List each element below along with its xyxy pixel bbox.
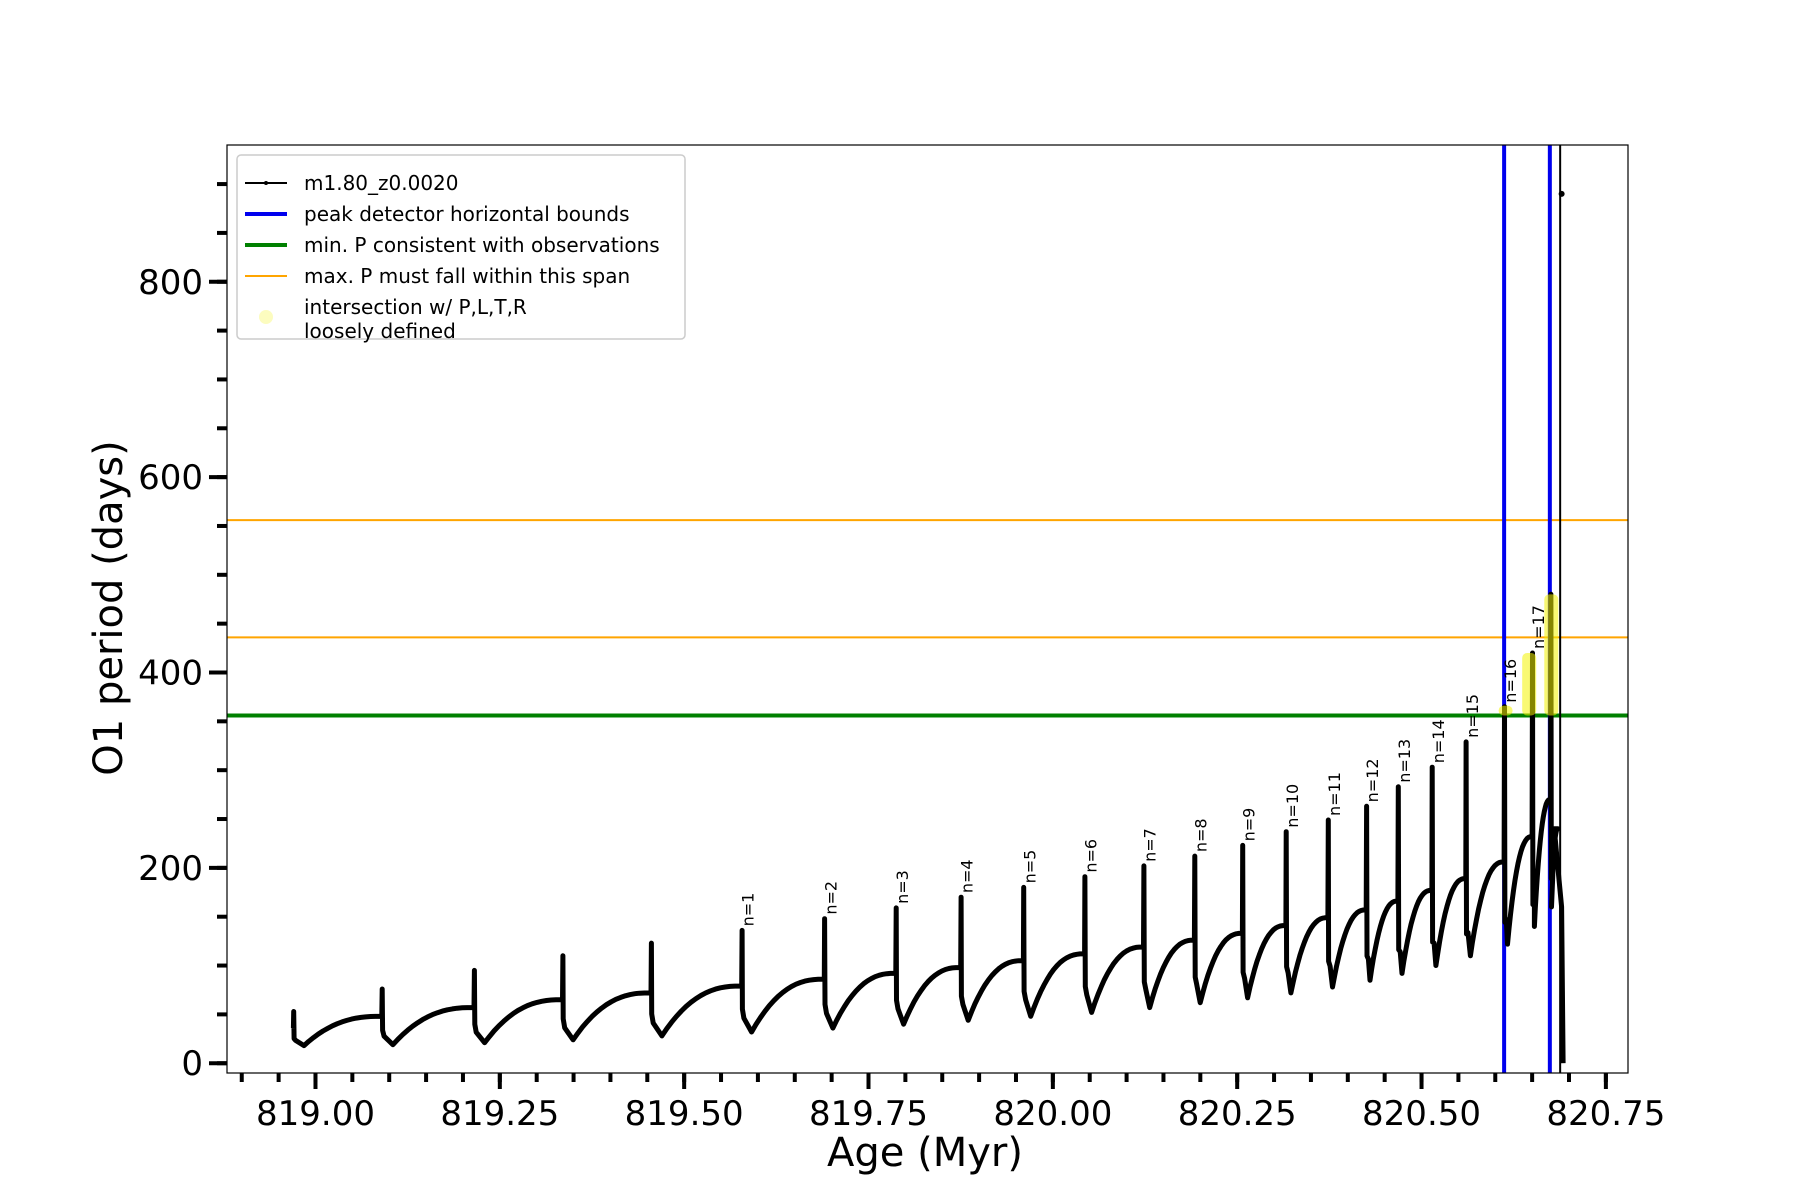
series-final-point (1558, 190, 1565, 197)
intersection-highlight-1 (1498, 705, 1513, 716)
x-tick-label: 819.50 (625, 1094, 744, 1134)
pulse-label-22: n=17 (1529, 605, 1548, 649)
y-tick-label: 600 (138, 458, 203, 498)
x-tick-label: 820.50 (1362, 1094, 1481, 1134)
pulse-label-7: n=2 (821, 881, 840, 915)
pulse-label-8: n=3 (893, 870, 912, 904)
x-axis-label: Age (Myr) (827, 1130, 1023, 1176)
y-tick-label: 800 (138, 263, 203, 303)
pulse-label-10: n=5 (1020, 850, 1039, 884)
pulse-label-6: n=1 (739, 893, 758, 927)
series-line (290, 591, 1566, 1064)
plot-frame (226, 144, 1629, 1074)
pulse-label-12: n=7 (1141, 828, 1160, 862)
y-tick-label: 200 (138, 849, 203, 889)
y-tick-label: 400 (138, 653, 203, 693)
pulse-label-20: n=15 (1463, 694, 1482, 738)
pulse-label-21: n=16 (1501, 659, 1520, 703)
x-tick-label: 820.00 (993, 1094, 1112, 1134)
legend-label-intersection-line2: loosely defined (304, 319, 456, 343)
x-tick-label: 819.75 (809, 1094, 928, 1134)
legend-handle-series-marker (264, 181, 268, 185)
legend-label-max_period: max. P must fall within this span (304, 264, 630, 288)
x-tick-label: 820.75 (1546, 1094, 1665, 1134)
x-tick-label: 820.25 (1178, 1094, 1297, 1134)
intersection-highlight-3 (1544, 594, 1559, 716)
legend-label-intersection: intersection w/ P,L,T,R (304, 295, 527, 319)
pulse-label-11: n=6 (1082, 839, 1101, 873)
pulse-label-14: n=9 (1239, 808, 1258, 842)
x-tick-label: 819.00 (256, 1094, 375, 1134)
x-tick-label: 819.25 (440, 1094, 559, 1134)
pulse-label-15: n=10 (1283, 784, 1302, 828)
pulse-label-17: n=12 (1363, 758, 1382, 802)
pulse-label-13: n=8 (1191, 818, 1210, 852)
legend-label-min_period: min. P consistent with observations (304, 233, 660, 257)
legend-label-peak_bounds: peak detector horizontal bounds (304, 202, 630, 226)
y-tick-label: 0 (181, 1044, 203, 1084)
legend-handle-intersection (259, 310, 273, 324)
pulse-label-9: n=4 (958, 859, 977, 893)
legend-label-series: m1.80_z0.0020 (304, 171, 459, 195)
pulse-label-18: n=13 (1395, 739, 1414, 783)
pulse-label-16: n=11 (1325, 772, 1344, 816)
intersection-highlight-2 (1522, 652, 1537, 716)
legend-box (236, 154, 686, 340)
y-axis-label: O1 period (days) (86, 440, 132, 775)
pulse-label-19: n=14 (1429, 719, 1448, 763)
